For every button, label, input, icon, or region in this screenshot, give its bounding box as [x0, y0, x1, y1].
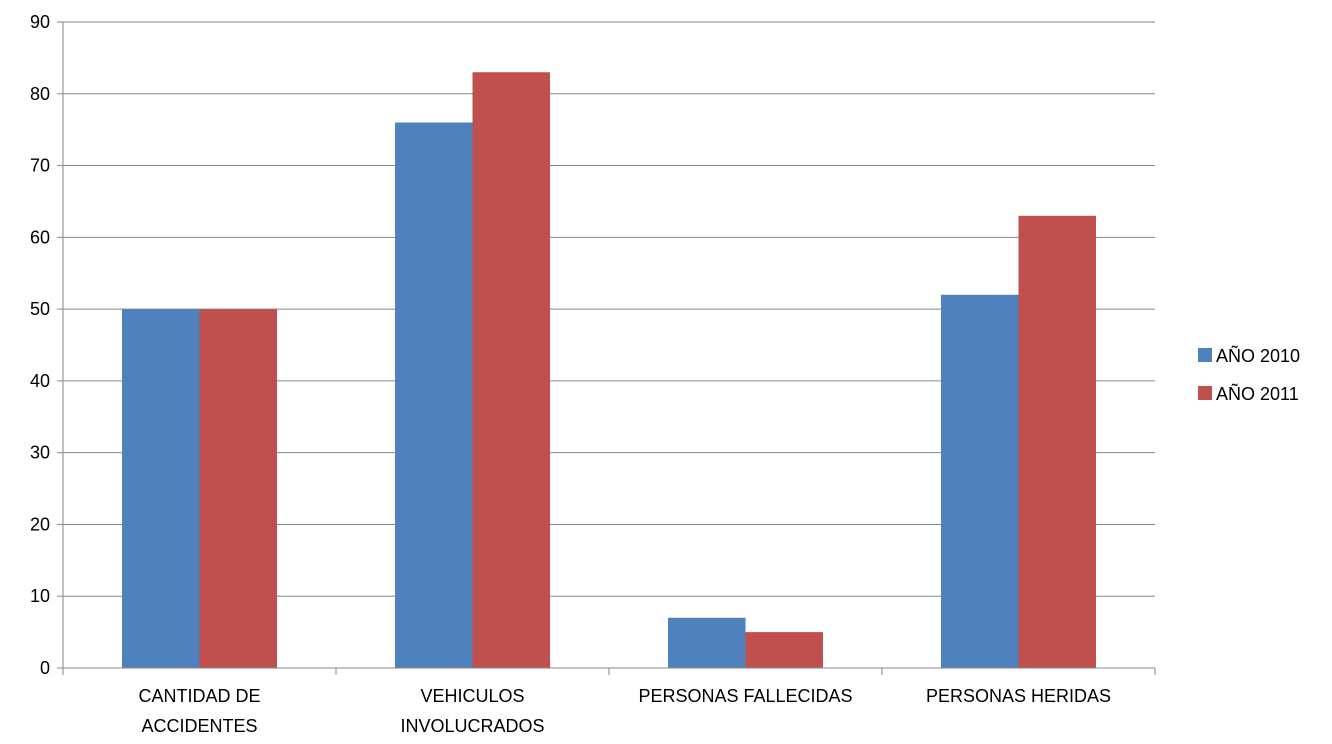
bar-series-1-category-2 [395, 122, 473, 668]
y-tick-label: 70 [30, 156, 50, 176]
x-category-label: ACCIDENTES [141, 716, 257, 736]
legend: AÑO 2010 AÑO 2011 [1198, 345, 1300, 404]
bars [122, 72, 1096, 669]
y-tick-label: 40 [30, 371, 50, 391]
x-category-label: INVOLUCRADOS [400, 716, 544, 736]
x-category-label: PERSONAS FALLECIDAS [638, 686, 852, 706]
bar-series-2-category-2 [472, 72, 550, 668]
x-category-label: VEHICULOS [420, 686, 524, 706]
legend-label: AÑO 2011 [1216, 383, 1299, 404]
y-tick-label: 80 [30, 84, 50, 104]
y-tick-label: 50 [30, 299, 50, 319]
x-category-label: PERSONAS HERIDAS [926, 686, 1111, 706]
legend-swatch [1198, 386, 1212, 400]
y-tick-label: 60 [30, 227, 50, 247]
bar-series-2-category-3 [745, 632, 823, 668]
legend-label: AÑO 2010 [1216, 345, 1300, 366]
axes [62, 22, 1156, 675]
y-tick-label: 10 [30, 586, 50, 606]
y-tick-label: 90 [30, 12, 50, 32]
y-tick-label: 0 [40, 658, 50, 678]
y-tick-label: 20 [30, 514, 50, 534]
bar-series-2-category-1 [199, 309, 277, 668]
x-category-label: CANTIDAD DE [138, 686, 260, 706]
bar-series-1-category-1 [122, 309, 200, 668]
legend-swatch [1198, 348, 1212, 362]
bar-series-2-category-4 [1018, 215, 1096, 669]
x-axis-labels: CANTIDAD DE ACCIDENTES VEHICULOS INVOLUCRAD… [138, 686, 1111, 736]
bar-series-1-category-3 [668, 617, 746, 668]
y-axis-ticks: 0 10 20 30 40 50 60 70 80 90 [30, 12, 63, 678]
y-tick-label: 30 [30, 443, 50, 463]
bar-series-1-category-4 [941, 294, 1019, 668]
